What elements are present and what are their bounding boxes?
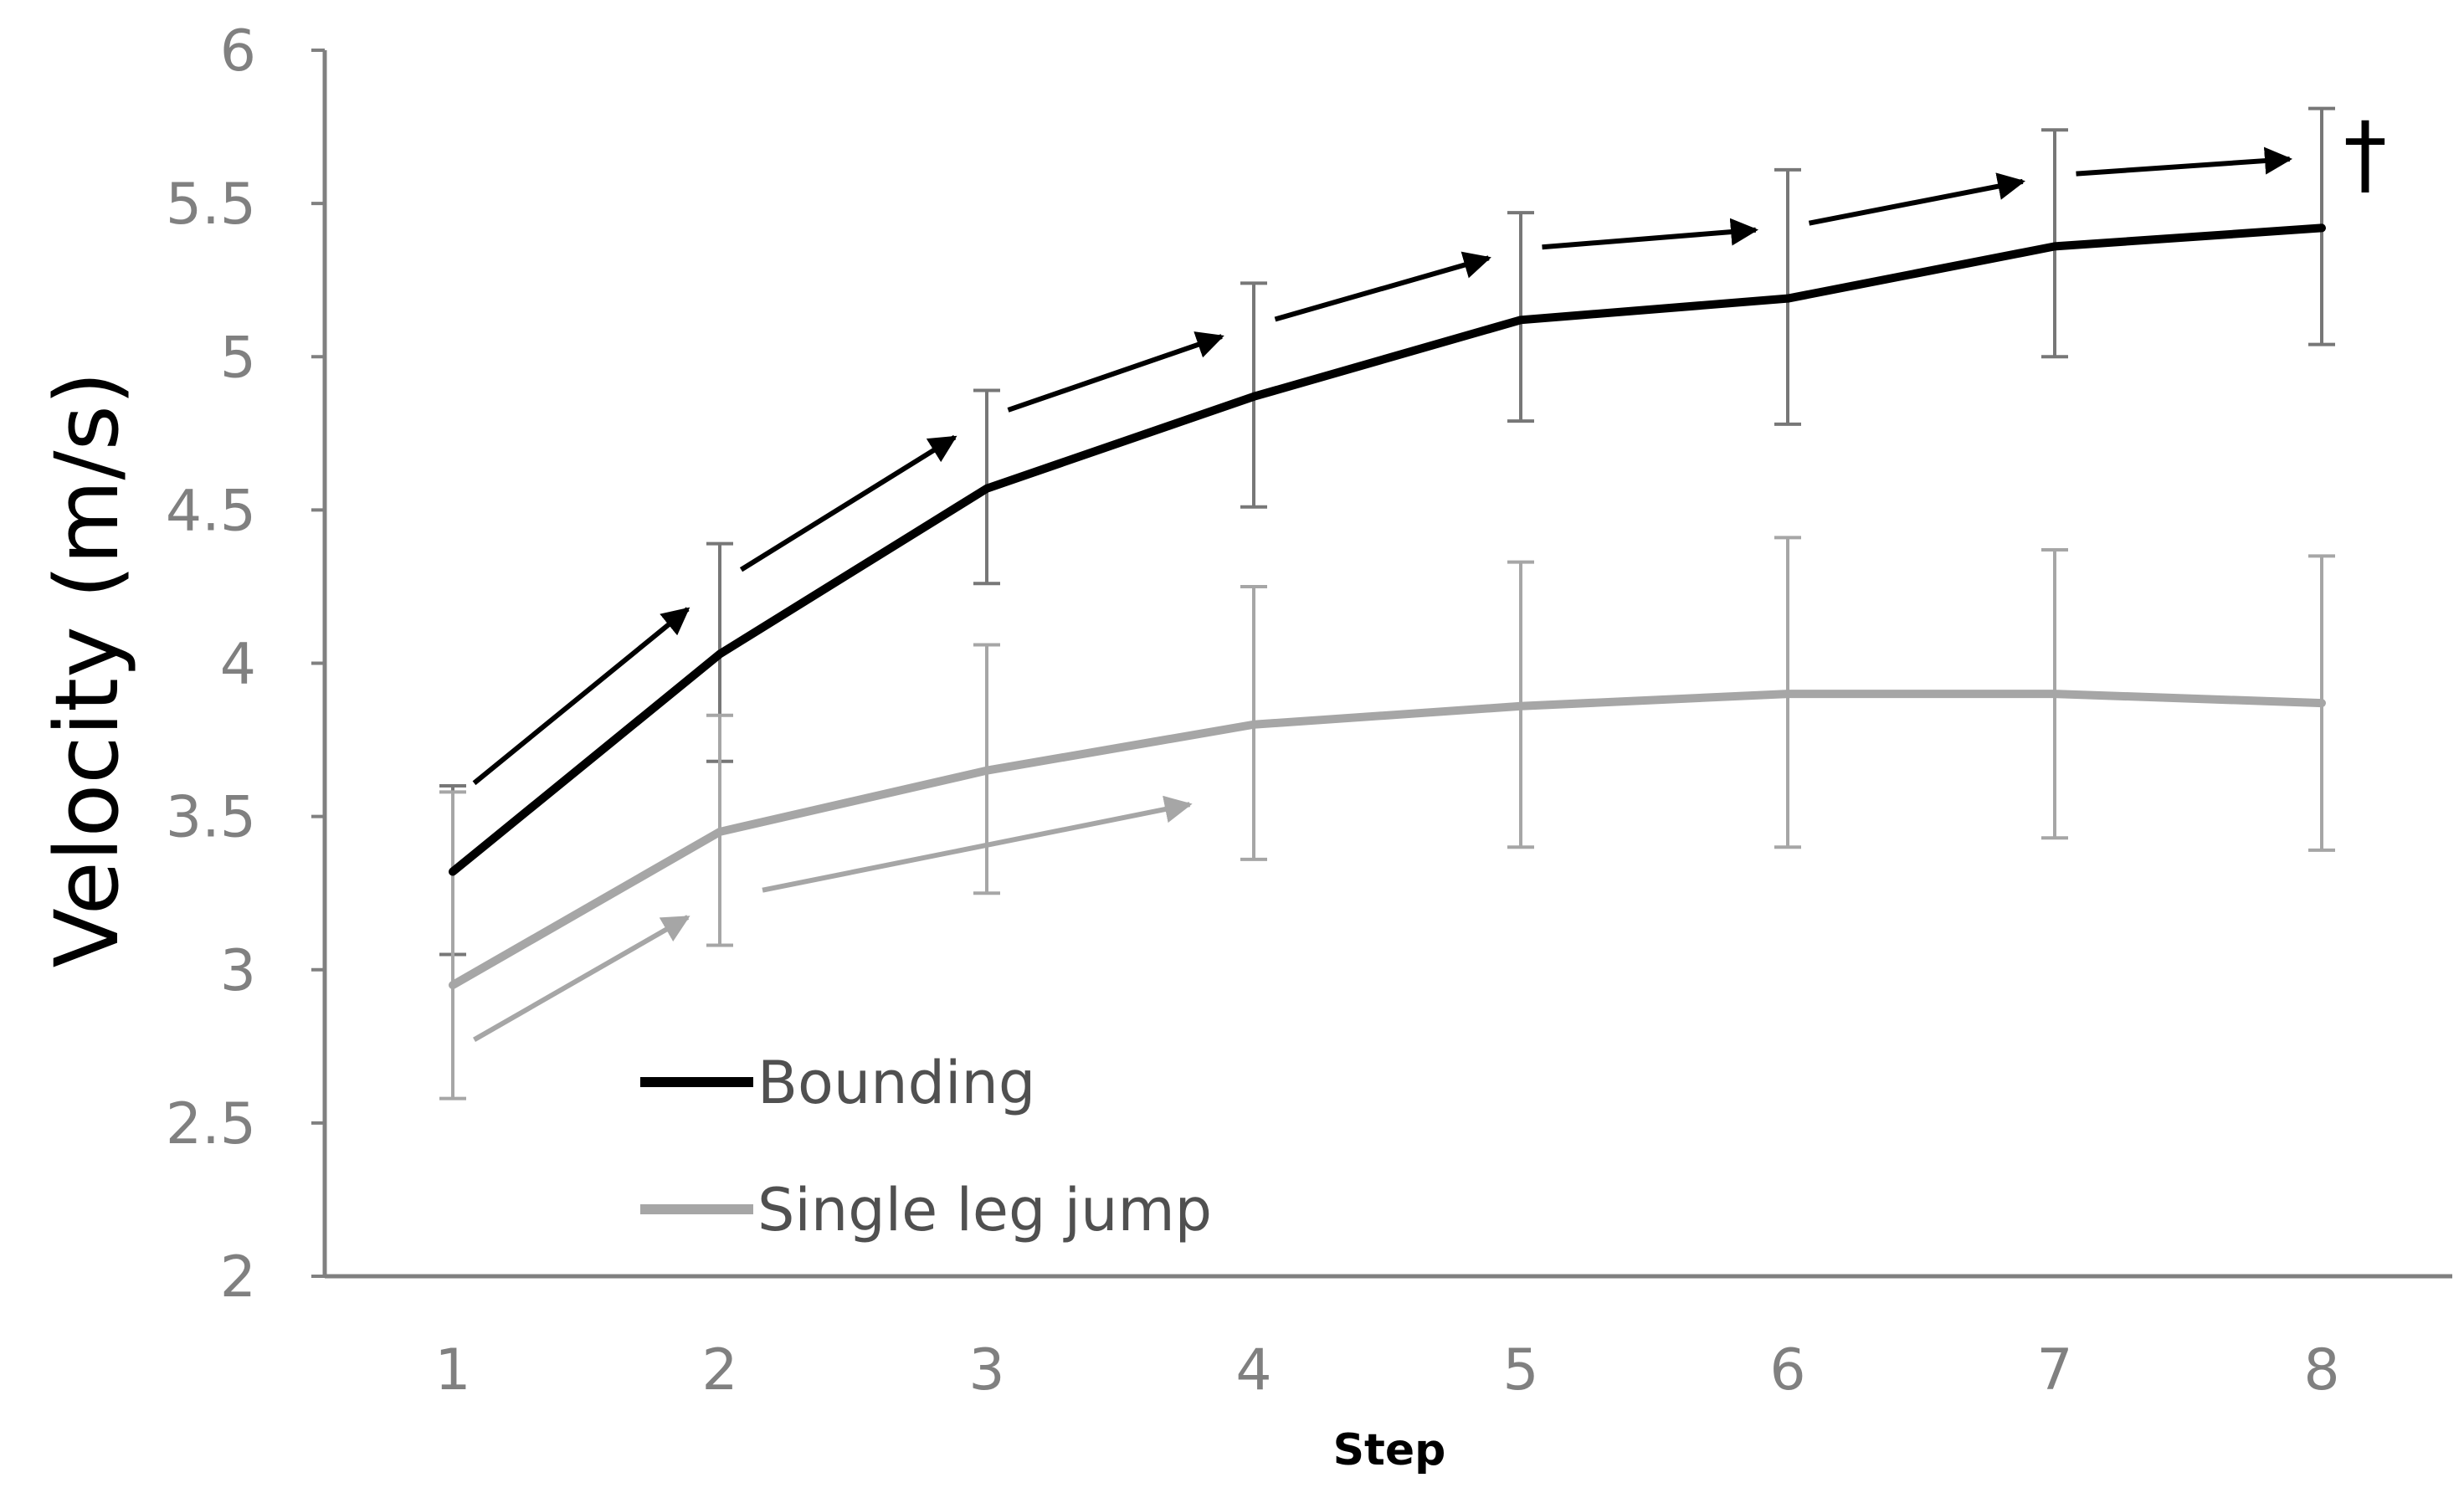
y-tick-label: 5.5 (166, 172, 256, 238)
y-tick-label: 3 (220, 938, 256, 1004)
trend-arrow-single-leg-jump (762, 795, 1193, 893)
trend-arrow-bounding (472, 607, 690, 786)
legend-label-bounding: Bounding (757, 1049, 1035, 1117)
trend-arrow-bounding (1808, 172, 2025, 226)
trend-arrow-bounding (1007, 331, 1224, 413)
significance-dagger: † (2343, 103, 2387, 205)
y-tick-label: 2 (220, 1244, 256, 1311)
series-lines (449, 223, 2326, 990)
x-ticks: 1 2 3 4 5 6 7 8 (434, 1337, 2339, 1403)
y-ticks: 2 2.5 3 3.5 4 4.5 5 5.5 6 (166, 18, 325, 1311)
error-bar-single-leg-jump (439, 790, 466, 1101)
trend-arrow-bounding (2076, 146, 2293, 177)
axes (322, 50, 2452, 1279)
y-tick-label: 6 (220, 18, 256, 85)
x-tick-label: 2 (701, 1337, 737, 1403)
trend-arrow-bounding (1274, 251, 1491, 322)
trend-arrows (472, 146, 2293, 1043)
trend-arrow-bounding (739, 434, 957, 572)
series-line-single-leg-jump (449, 690, 2326, 990)
y-tick-label: 4.5 (166, 478, 256, 544)
x-tick-label: 4 (1235, 1337, 1271, 1403)
x-tick-label: 8 (2303, 1337, 2339, 1403)
error-bars (439, 106, 2335, 1101)
y-tick-label: 5 (220, 325, 256, 391)
trend-arrow-single-leg-jump (473, 915, 690, 1043)
y-tick-label: 4 (220, 632, 256, 698)
x-axis-title: Step (1333, 1425, 1446, 1475)
y-axis-title: Velocity (m/s) (36, 372, 138, 968)
x-tick-label: 1 (434, 1337, 470, 1403)
y-tick-label: 2.5 (166, 1091, 256, 1157)
x-tick-label: 5 (1502, 1337, 1538, 1403)
series-line-bounding (449, 223, 2326, 876)
x-tick-label: 7 (2036, 1337, 2072, 1403)
y-tick-label: 3.5 (166, 785, 256, 851)
legend-label-single-leg-jump: Single leg jump (757, 1176, 1212, 1244)
legend: Bounding Single leg jump (640, 1049, 1212, 1244)
x-tick-label: 6 (1769, 1337, 1805, 1403)
trend-arrow-bounding (1542, 218, 1759, 250)
x-tick-label: 3 (968, 1337, 1004, 1403)
